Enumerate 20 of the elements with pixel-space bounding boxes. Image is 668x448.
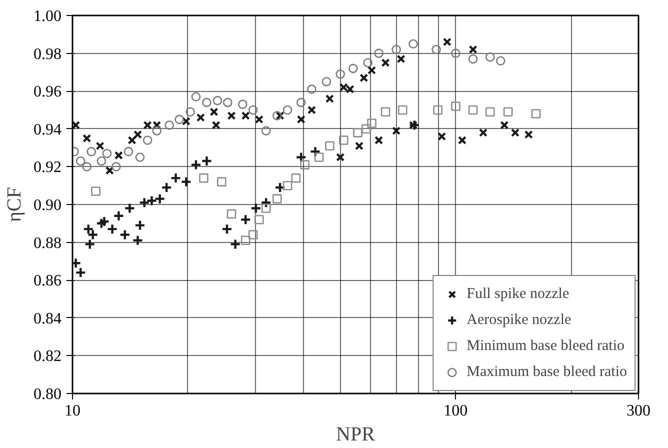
legend-label: Maximum base bleed ratio — [466, 364, 627, 380]
y-tick-label: 0.86 — [34, 272, 62, 290]
y-tick-label: 0.80 — [34, 386, 62, 403]
y-tick-label: 0.94 — [34, 121, 62, 138]
y-tick-label: 0.96 — [34, 84, 62, 101]
y-tick-label: 0.82 — [34, 348, 62, 366]
legend-label: Full spike nozzle — [466, 286, 570, 302]
y-tick-label: 0.90 — [34, 197, 62, 214]
y-tick-label: 0.88 — [34, 234, 62, 252]
y-tick-label: 0.92 — [34, 159, 62, 176]
x-tick-label: 300 — [626, 402, 650, 420]
y-axis-title: ηCF — [4, 187, 26, 222]
y-tick-label: 1.00 — [34, 8, 62, 25]
x-tick-label: 10 — [64, 402, 80, 420]
y-tick-label: 0.84 — [34, 310, 62, 328]
x-axis-title: NPR — [336, 424, 376, 446]
legend-label: Minimum base bleed ratio — [466, 338, 625, 354]
y-tick-label: 0.98 — [34, 46, 62, 63]
x-tick-label: 100 — [444, 402, 468, 420]
legend-label: Aerospike nozzle — [466, 312, 572, 328]
